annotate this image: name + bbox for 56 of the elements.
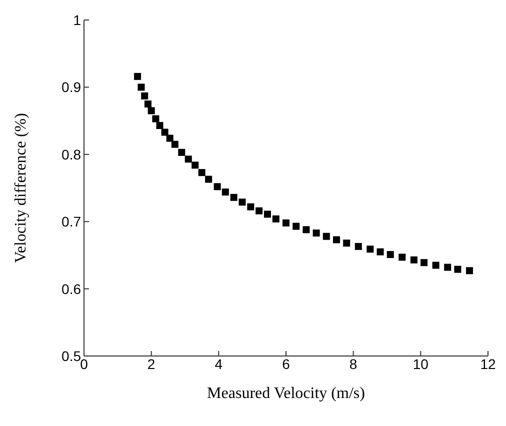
- point: [264, 210, 271, 218]
- point: [192, 162, 199, 169]
- x-tick-label: 2: [147, 356, 156, 372]
- x-tick-label: 0: [80, 356, 88, 372]
- point: [134, 72, 142, 80]
- point: [420, 259, 428, 266]
- x-tick-label: 12: [480, 356, 496, 372]
- point: [272, 215, 280, 222]
- point: [138, 84, 145, 91]
- point: [302, 226, 310, 234]
- point: [343, 240, 350, 247]
- point: [366, 246, 374, 253]
- point: [256, 207, 263, 214]
- point: [238, 198, 246, 206]
- x-tick-label: 8: [349, 356, 358, 372]
- point: [322, 232, 330, 240]
- point: [386, 251, 394, 258]
- point: [398, 254, 406, 261]
- point: [152, 115, 160, 122]
- point: [376, 248, 384, 256]
- x-tick-label: 10: [412, 356, 429, 372]
- x-tick-label: 4: [214, 356, 223, 372]
- point: [354, 242, 362, 250]
- point: [144, 100, 152, 108]
- point: [222, 188, 229, 196]
- point: [410, 256, 418, 264]
- point: [292, 222, 300, 230]
- y-tick-label: 1: [73, 12, 82, 28]
- point: [161, 128, 168, 136]
- point: [148, 107, 155, 114]
- y-axis-title: Velocity difference (%): [12, 113, 30, 263]
- point: [214, 183, 221, 190]
- point: [282, 219, 290, 226]
- point: [432, 262, 440, 269]
- point: [156, 122, 164, 130]
- y-tick-label: 0.6: [62, 280, 82, 297]
- point: [247, 203, 254, 210]
- y-tick-label: 0.9: [62, 79, 82, 96]
- point: [466, 267, 473, 274]
- y-tick-label: 0.5: [62, 348, 82, 364]
- point: [171, 140, 178, 148]
- point: [312, 230, 320, 237]
- y-tick-label: 0.8: [62, 146, 82, 162]
- point: [205, 176, 212, 183]
- point: [454, 266, 462, 273]
- point: [178, 148, 186, 156]
- y-tick-label: 0.7: [62, 214, 82, 230]
- point: [141, 92, 148, 100]
- x-tick-label: 6: [282, 356, 290, 372]
- point: [444, 264, 452, 271]
- point: [184, 156, 192, 163]
- point: [230, 194, 238, 201]
- x-axis-title: Measured Velocity (m/s): [207, 385, 365, 402]
- point: [333, 236, 340, 244]
- point: [198, 169, 206, 176]
- point: [166, 134, 174, 142]
